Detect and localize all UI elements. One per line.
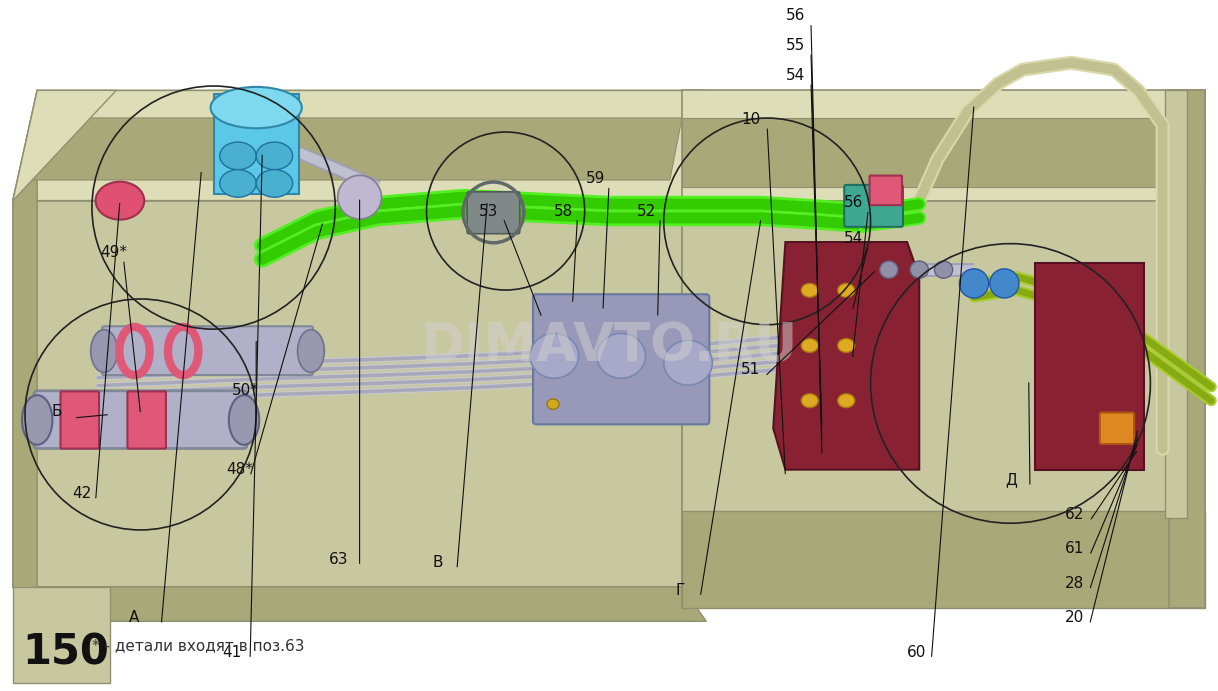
Circle shape	[990, 269, 1019, 298]
Text: 63: 63	[329, 552, 348, 567]
Text: 54: 54	[844, 231, 864, 246]
Polygon shape	[26, 118, 682, 180]
Polygon shape	[13, 91, 38, 621]
Text: 59: 59	[586, 171, 605, 186]
Ellipse shape	[801, 394, 818, 408]
Polygon shape	[13, 587, 110, 683]
Text: 42: 42	[73, 486, 91, 501]
FancyBboxPatch shape	[102, 326, 313, 375]
Ellipse shape	[801, 283, 818, 297]
Text: DIMAVTO.RU: DIMAVTO.RU	[420, 319, 798, 372]
Text: А: А	[128, 610, 139, 625]
Polygon shape	[1035, 263, 1144, 470]
Ellipse shape	[229, 395, 259, 445]
Text: * - детали входят в поз.63: * - детали входят в поз.63	[91, 638, 304, 653]
Text: 50*: 50*	[231, 383, 258, 398]
FancyBboxPatch shape	[466, 192, 520, 234]
Polygon shape	[13, 91, 116, 200]
FancyBboxPatch shape	[533, 294, 709, 424]
Text: 55: 55	[786, 38, 805, 53]
Text: 56: 56	[844, 196, 864, 210]
Ellipse shape	[219, 170, 256, 197]
Text: 52: 52	[637, 204, 657, 218]
Text: 56: 56	[786, 8, 805, 23]
Ellipse shape	[95, 182, 144, 220]
Ellipse shape	[838, 283, 855, 297]
Text: 62: 62	[1066, 507, 1084, 522]
FancyBboxPatch shape	[870, 176, 903, 205]
Polygon shape	[213, 94, 298, 193]
Text: Д: Д	[1006, 473, 1017, 487]
Text: 54: 54	[786, 68, 805, 83]
Text: 61: 61	[1066, 542, 1084, 556]
Ellipse shape	[256, 142, 292, 170]
Polygon shape	[682, 118, 1205, 187]
Text: 20: 20	[1066, 610, 1084, 625]
Text: 58: 58	[554, 204, 574, 218]
Polygon shape	[13, 200, 682, 587]
Text: 28: 28	[1066, 576, 1084, 591]
Ellipse shape	[90, 330, 117, 372]
FancyBboxPatch shape	[844, 185, 903, 227]
FancyBboxPatch shape	[34, 391, 247, 448]
Polygon shape	[682, 511, 1205, 607]
Text: 53: 53	[479, 204, 498, 218]
Ellipse shape	[879, 261, 898, 278]
Text: Б: Б	[52, 404, 62, 419]
Circle shape	[337, 176, 381, 219]
Polygon shape	[773, 242, 920, 470]
Circle shape	[960, 269, 989, 298]
Polygon shape	[682, 200, 1205, 607]
Ellipse shape	[838, 394, 855, 408]
Polygon shape	[13, 91, 706, 200]
Text: 48*: 48*	[225, 462, 252, 477]
Ellipse shape	[597, 334, 646, 378]
FancyBboxPatch shape	[128, 391, 166, 448]
Text: В: В	[432, 556, 443, 570]
Text: 41: 41	[222, 645, 241, 660]
Text: 150: 150	[23, 632, 110, 673]
Ellipse shape	[547, 399, 559, 409]
Text: 49*: 49*	[100, 245, 128, 260]
Polygon shape	[1164, 91, 1186, 518]
Ellipse shape	[801, 339, 818, 352]
Ellipse shape	[838, 339, 855, 352]
Ellipse shape	[297, 330, 324, 372]
Ellipse shape	[664, 341, 713, 385]
FancyBboxPatch shape	[1100, 413, 1134, 444]
Text: 51: 51	[741, 362, 760, 377]
Ellipse shape	[934, 261, 952, 278]
Text: Г: Г	[676, 583, 686, 598]
FancyBboxPatch shape	[61, 391, 99, 448]
Ellipse shape	[22, 395, 52, 445]
Ellipse shape	[256, 170, 292, 197]
Ellipse shape	[211, 87, 302, 129]
Polygon shape	[1168, 91, 1205, 607]
Text: 60: 60	[907, 645, 927, 660]
Text: 10: 10	[742, 112, 761, 127]
Polygon shape	[13, 587, 706, 621]
Polygon shape	[682, 91, 1205, 200]
Ellipse shape	[219, 142, 256, 170]
Ellipse shape	[910, 261, 928, 278]
Ellipse shape	[530, 334, 579, 378]
